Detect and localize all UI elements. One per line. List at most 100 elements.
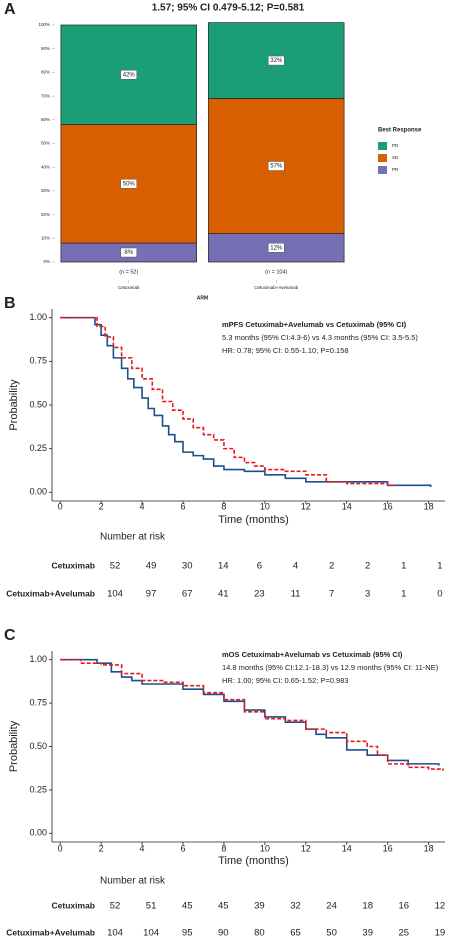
risk-count: 25 xyxy=(399,928,410,937)
x-tick-label: 8 xyxy=(221,843,226,853)
survival-curve xyxy=(60,316,396,487)
risk-count: 7 xyxy=(329,589,334,600)
survival-curve xyxy=(60,316,432,488)
y-tick-label: 0.25 xyxy=(29,443,47,453)
risk-count: 19 xyxy=(435,928,446,937)
risk-count: 52 xyxy=(110,901,121,912)
risk-table-title: Number at risk xyxy=(100,532,166,543)
x-axis-label: Time (months) xyxy=(218,514,289,526)
risk-count: 32 xyxy=(290,901,301,912)
legend-swatch xyxy=(378,166,387,174)
y-axis-label: Probability xyxy=(8,379,20,431)
risk-row-name: Cetuximab+Avelumab xyxy=(6,588,95,598)
x-tick-label: 2 xyxy=(99,843,104,853)
risk-count: 104 xyxy=(107,589,123,600)
risk-count: 30 xyxy=(182,561,193,572)
chart-title: 1.57; 95% CI 0.479-5.12; P=0.581 xyxy=(152,3,305,14)
y-tick-label: 0.75 xyxy=(29,356,47,366)
risk-table-title: Number at risk xyxy=(100,876,166,887)
x-tick-label: 10 xyxy=(260,501,270,511)
y-axis-label: Probability xyxy=(8,720,20,772)
risk-count: 0 xyxy=(437,589,442,600)
value-label-box xyxy=(268,55,285,66)
x-tick-label: 4 xyxy=(140,843,145,853)
value-label: 8% xyxy=(124,250,133,256)
y-tick-label: 30% xyxy=(41,188,50,193)
risk-count: 6 xyxy=(257,561,262,572)
x-tick-label: 14 xyxy=(342,843,352,853)
panel-letter: B xyxy=(4,295,16,312)
risk-count: 49 xyxy=(146,561,157,572)
value-label: 12% xyxy=(270,245,283,251)
x-tick-label: 14 xyxy=(342,501,352,511)
risk-count: 2 xyxy=(365,561,370,572)
value-label-box xyxy=(268,161,285,171)
risk-count: 104 xyxy=(143,928,159,937)
y-tick-label: 10% xyxy=(41,235,50,240)
legend-label: PR xyxy=(392,167,399,172)
y-tick-label: 90% xyxy=(41,46,50,51)
risk-count: 45 xyxy=(182,901,193,912)
value-label: 57% xyxy=(270,164,283,170)
x-tick-label: Cetuximab+Avelumab xyxy=(254,285,299,290)
y-tick-label: 0.25 xyxy=(29,784,47,794)
risk-count: 39 xyxy=(254,901,265,912)
risk-count: 1 xyxy=(401,589,406,600)
panel-letter: C xyxy=(4,627,16,644)
x-tick-label: 16 xyxy=(383,501,393,511)
panel-letter: A xyxy=(4,1,16,18)
risk-count: 14 xyxy=(218,561,229,572)
x-tick-label: 10 xyxy=(260,843,270,853)
risk-count: 67 xyxy=(182,589,193,600)
risk-count: 90 xyxy=(218,928,229,937)
risk-count: 2 xyxy=(329,561,334,572)
risk-count: 39 xyxy=(362,928,373,937)
y-tick-label: 1.00 xyxy=(29,654,47,664)
x-tick-label: 12 xyxy=(301,501,311,511)
x-tick-label: 8 xyxy=(221,501,226,511)
risk-count: 97 xyxy=(146,589,157,600)
risk-row-name: Cetuximab xyxy=(52,900,95,910)
sample-size: (n = 52) xyxy=(119,269,138,275)
x-tick-label: 0 xyxy=(58,501,63,511)
y-tick-label: 0.50 xyxy=(29,399,47,409)
risk-count: 104 xyxy=(107,928,123,937)
annotation: 5.3 months (95% CI:4.3-6) vs 4.3 months … xyxy=(222,333,418,342)
risk-count: 24 xyxy=(326,901,337,912)
value-label-box xyxy=(120,179,137,189)
y-tick-label: 60% xyxy=(41,117,50,122)
x-tick-label: 18 xyxy=(424,843,434,853)
risk-count: 18 xyxy=(362,901,373,912)
risk-count: 52 xyxy=(110,561,121,572)
y-tick-label: 1.00 xyxy=(29,312,47,322)
y-tick-label: 20% xyxy=(41,212,50,217)
risk-count: 51 xyxy=(146,901,157,912)
y-tick-label: 100% xyxy=(38,22,50,27)
value-label: 32% xyxy=(270,58,283,64)
y-tick-label: 0.75 xyxy=(29,697,47,707)
survival-curve xyxy=(60,658,440,766)
sample-size: (n = 104) xyxy=(265,269,287,275)
y-tick-label: 0.00 xyxy=(29,487,47,497)
annotation: HR: 1.00; 95% CI: 0.65-1.52; P=0.983 xyxy=(222,676,349,685)
x-tick-label: 2 xyxy=(99,501,104,511)
y-tick-label: 80% xyxy=(41,70,50,75)
risk-count: 12 xyxy=(435,901,446,912)
risk-count: 41 xyxy=(218,589,229,600)
legend-label: PD xyxy=(392,143,399,148)
x-tick-label: 12 xyxy=(301,843,311,853)
risk-count: 45 xyxy=(218,901,229,912)
x-tick-label: Cetuximab xyxy=(118,285,140,290)
y-tick-label: 0.00 xyxy=(29,828,47,838)
risk-count: 16 xyxy=(399,901,410,912)
risk-row-name: Cetuximab+Avelumab xyxy=(6,927,95,937)
risk-count: 1 xyxy=(437,561,442,572)
risk-count: 95 xyxy=(182,928,193,937)
x-axis-label: ARM xyxy=(197,295,208,301)
value-label-box xyxy=(120,247,137,258)
y-tick-label: 40% xyxy=(41,164,50,169)
value-label: 50% xyxy=(123,181,136,187)
legend-swatch xyxy=(378,154,387,162)
annotation: 14.8 months (95% CI:12.1-18.3) vs 12.9 m… xyxy=(222,663,439,672)
